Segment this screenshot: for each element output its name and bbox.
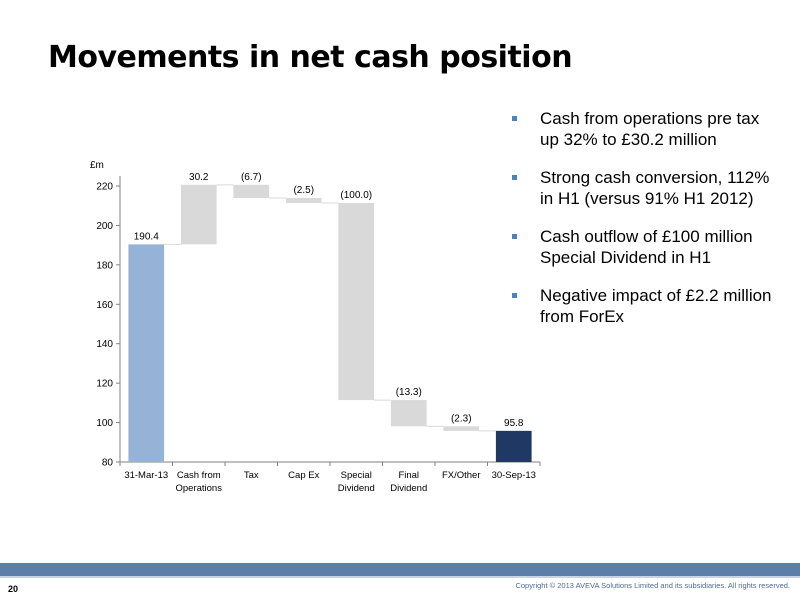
bullet-item: Cash outflow of £100 million Special Div… — [508, 226, 778, 268]
bar-movement — [338, 202, 375, 401]
bar-movement — [180, 184, 217, 245]
page-number: 20 — [8, 584, 19, 594]
bullet-square-icon — [512, 234, 517, 239]
bar-closing-total — [495, 430, 532, 462]
y-tick-label: 160 — [96, 300, 113, 311]
y-tick-label: 100 — [96, 418, 113, 429]
bullet-item: Strong cash conversion, 112% in H1 (vers… — [508, 167, 778, 209]
x-tick-label: FX/Other — [442, 470, 481, 481]
bullet-text: Cash outflow of £100 million Special Div… — [540, 227, 753, 267]
bar-opening-total — [128, 244, 165, 462]
y-tick-label: 120 — [96, 379, 113, 390]
x-tick-label: Tax — [244, 470, 259, 481]
data-label: (13.3) — [396, 387, 422, 398]
bullet-item: Cash from operations pre tax up 32% to £… — [508, 108, 778, 150]
x-tick-label: Cash from — [177, 470, 221, 481]
bar-movement — [390, 400, 427, 427]
waterfall-chart: 80 100 120 140 160 180 200 220 £m 190.4 31-Mar-13 3… — [90, 160, 541, 494]
y-tick-label: 180 — [96, 260, 113, 271]
x-tick-label: Dividend — [390, 483, 427, 494]
bullet-square-icon — [512, 175, 517, 180]
data-label: 30.2 — [189, 172, 209, 183]
bullet-square-icon — [512, 293, 517, 298]
y-tick-label: 140 — [96, 339, 113, 350]
data-label: (2.3) — [451, 413, 472, 424]
copyright-notice: Copyright © 2013 AVEVA Solutions Limited… — [515, 581, 790, 590]
bullet-list: Cash from operations pre tax up 32% to £… — [508, 108, 778, 344]
bullet-text: Strong cash conversion, 112% in H1 (vers… — [540, 168, 770, 208]
y-tick-label: 200 — [96, 221, 113, 232]
x-tick-label: 31-Mar-13 — [124, 470, 168, 481]
x-tick-label: 30-Sep-13 — [492, 470, 536, 481]
data-label: 190.4 — [134, 231, 159, 242]
bullet-text: Negative impact of £2.2 million from For… — [540, 286, 772, 326]
bar-movement — [443, 426, 480, 431]
x-tick-label: Dividend — [338, 483, 375, 494]
bar-movement — [285, 198, 322, 203]
data-label: (2.5) — [293, 185, 314, 196]
bullet-square-icon — [512, 116, 517, 121]
y-tick-label: 220 — [96, 182, 113, 193]
y-tick-label: 80 — [102, 458, 114, 469]
bullet-item: Negative impact of £2.2 million from For… — [508, 285, 778, 327]
data-label: (6.7) — [241, 172, 262, 183]
x-tick-label: Cap Ex — [288, 470, 319, 481]
slide-title: Movements in net cash position — [48, 40, 573, 75]
bullet-text: Cash from operations pre tax up 32% to £… — [540, 109, 760, 149]
footer-bar — [0, 563, 800, 576]
x-tick-label: Operations — [176, 483, 223, 494]
footer-divider — [0, 576, 800, 578]
y-axis-label: £m — [90, 160, 104, 171]
x-tick-label: Final — [398, 470, 419, 481]
data-label: 95.8 — [504, 418, 524, 429]
data-label: (100.0) — [340, 190, 372, 201]
bar-movement — [233, 184, 270, 199]
x-tick-label: Special — [341, 470, 372, 481]
